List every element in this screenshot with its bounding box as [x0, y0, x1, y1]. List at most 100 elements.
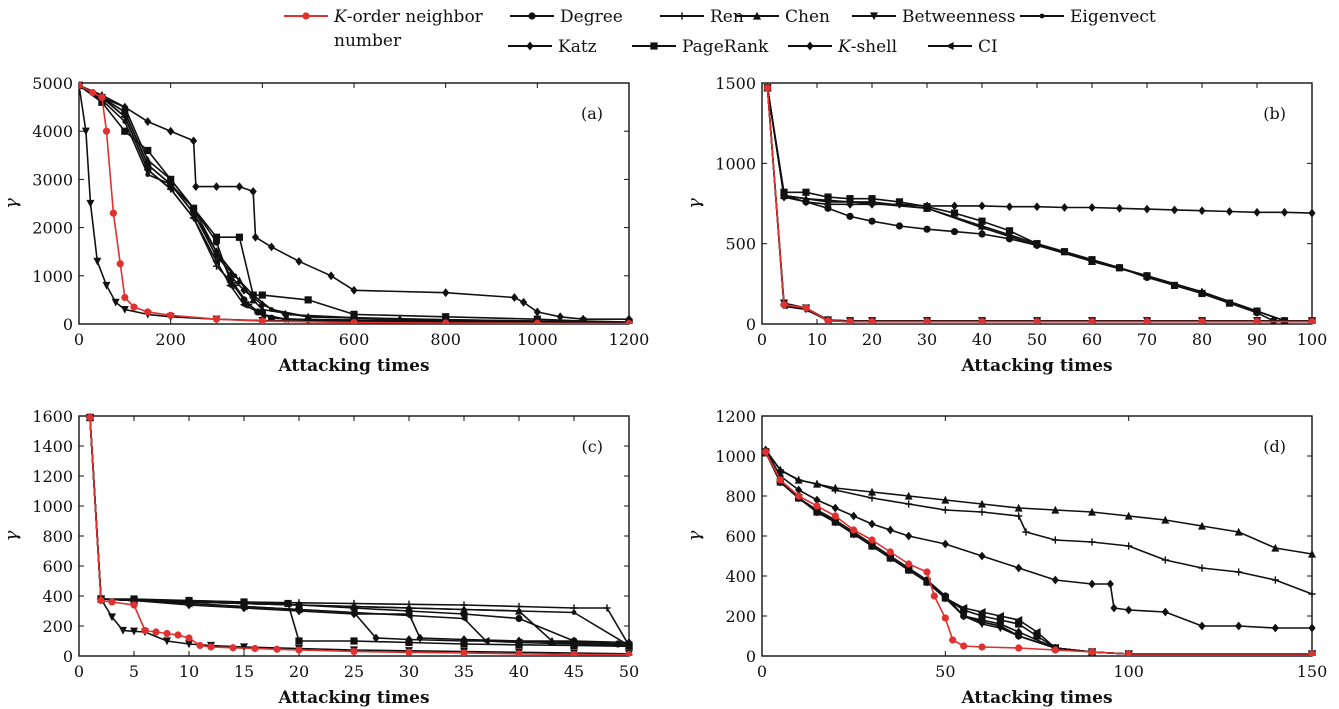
- y-tick-label: 200: [725, 607, 756, 626]
- data-point: [251, 644, 259, 653]
- data-point: [111, 298, 120, 307]
- legend-label-text: Eigenvect: [1070, 7, 1156, 27]
- data-point: [442, 313, 450, 321]
- series-k-order-neighbor-number: [763, 84, 1316, 324]
- data-point: [258, 310, 266, 319]
- data-point: [350, 637, 358, 645]
- data-point: [86, 199, 95, 208]
- data-point: [249, 295, 258, 304]
- data-point: [850, 526, 858, 534]
- series-line: [79, 84, 629, 321]
- y-tick-label: 1400: [32, 437, 73, 456]
- data-point: [460, 649, 468, 656]
- data-point: [284, 599, 292, 608]
- data-point: [189, 204, 198, 212]
- data-point: [850, 511, 858, 521]
- data-point: [831, 503, 839, 513]
- data-point: [824, 317, 832, 324]
- data-point: [130, 601, 138, 609]
- data-point: [185, 596, 193, 605]
- data-point: [977, 608, 986, 616]
- legend-label-line2: number: [334, 31, 402, 51]
- data-point: [950, 228, 959, 236]
- data-point: [350, 285, 358, 295]
- data-point: [163, 637, 171, 646]
- legend-entry-ren: Ren: [660, 7, 744, 27]
- data-point: [831, 483, 840, 492]
- panel-label: (d): [1263, 437, 1286, 456]
- y-tick-label: 2000: [32, 219, 73, 238]
- x-tick-label: 0: [757, 330, 767, 349]
- data-point: [1022, 528, 1030, 536]
- data-point: [296, 602, 302, 608]
- data-point: [79, 81, 83, 90]
- data-point: [304, 296, 312, 304]
- legend-entry-chen: Chen: [735, 7, 830, 27]
- legend-label: Ren: [710, 7, 744, 27]
- data-point: [251, 232, 260, 242]
- data-point: [1280, 317, 1289, 324]
- data-point: [1115, 203, 1124, 213]
- data-point: [1198, 521, 1206, 530]
- y-tick-label: 0: [63, 647, 73, 666]
- data-point: [1051, 646, 1059, 654]
- data-point: [1198, 564, 1206, 572]
- data-point: [996, 612, 1004, 620]
- data-point: [846, 199, 854, 209]
- data-point: [1125, 542, 1133, 550]
- data-point: [1033, 240, 1041, 248]
- series-line: [764, 451, 1312, 655]
- data-point: [1088, 648, 1096, 656]
- data-point: [780, 192, 788, 202]
- x-tick-label: 40: [972, 330, 992, 349]
- y-tick-label: 400: [42, 587, 73, 606]
- legend-entry-eigenvect: Eigenvect: [1020, 7, 1156, 27]
- data-point: [1161, 556, 1169, 564]
- data-point: [570, 650, 578, 656]
- data-point: [1143, 204, 1151, 214]
- data-point: [941, 594, 949, 602]
- data-point: [514, 638, 523, 647]
- data-point: [1051, 536, 1059, 544]
- data-point: [1143, 272, 1151, 280]
- data-point: [950, 209, 959, 217]
- panel-a: 0 200 400 600 800 1000 1200 0 1000 2000 3000 4000 50…: [1, 74, 649, 376]
- legend-label: Katz: [558, 37, 597, 57]
- y-tick-label: 1200: [715, 407, 756, 426]
- data-point: [868, 217, 876, 225]
- series-line: [764, 451, 1312, 655]
- data-point: [795, 492, 803, 500]
- data-point: [930, 592, 938, 600]
- x-tick-label: 60: [1082, 330, 1102, 349]
- data-point: [350, 318, 358, 324]
- data-point: [258, 291, 266, 299]
- legend-marker: [528, 12, 536, 20]
- data-point: [895, 199, 904, 209]
- data-point: [295, 646, 303, 654]
- panel-label: (a): [581, 104, 603, 123]
- data-point: [258, 300, 266, 310]
- data-point: [120, 112, 129, 121]
- data-point: [249, 291, 257, 299]
- legend-marker: [945, 42, 954, 50]
- legend-marker: [870, 12, 878, 21]
- data-point: [868, 536, 876, 544]
- data-point: [144, 146, 152, 155]
- y-tick-label: 800: [725, 487, 756, 506]
- legend-entry-degree: Degree: [510, 7, 623, 27]
- x-axis-label: Attacking times: [277, 356, 429, 376]
- data-point: [978, 221, 986, 230]
- data-point: [895, 222, 904, 230]
- data-point: [533, 307, 541, 317]
- legend-label: Betweenness: [902, 7, 1015, 27]
- data-point: [130, 627, 138, 636]
- data-point: [1033, 202, 1041, 212]
- series-line: [89, 417, 630, 647]
- series-k-order-neighbor-number: [762, 448, 1316, 656]
- panel-c: 0 5 10 15 20 25 30 35 40 45 50 0 200 400 600 800 1000 120…: [1, 407, 639, 708]
- data-point: [167, 126, 175, 136]
- y-tick-label: 5000: [32, 74, 73, 93]
- data-point: [460, 640, 468, 648]
- legend-marker: [302, 12, 310, 20]
